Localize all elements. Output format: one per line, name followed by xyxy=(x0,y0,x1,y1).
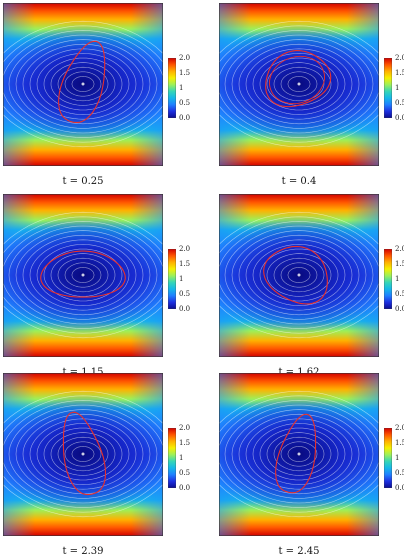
colorbar-tick-label: 1 xyxy=(395,275,400,283)
colorbar xyxy=(168,428,176,488)
colorbar xyxy=(384,58,392,118)
colorbar xyxy=(168,249,176,309)
time-caption: t = 2.45 xyxy=(278,546,320,557)
interface-contour xyxy=(275,413,317,494)
colorbar xyxy=(384,249,392,309)
colorbar-tick-label: 1 xyxy=(179,84,184,92)
colorbar-tick-label: 1.5 xyxy=(179,69,191,77)
interface-contour xyxy=(263,245,328,305)
time-caption: t = 2.39 xyxy=(62,546,104,557)
time-caption: t = 0.25 xyxy=(62,176,104,187)
time-caption: t = 1.62 xyxy=(278,367,320,378)
colorbar-tick-label: 1 xyxy=(179,454,184,462)
colorbar-tick-label: 1 xyxy=(395,454,400,462)
colorbar-tick-label: 0.0 xyxy=(179,484,191,492)
colorbar-tick-label: 0.0 xyxy=(395,484,404,492)
interface-contour xyxy=(58,40,106,124)
interface-contour xyxy=(40,250,126,298)
colorbar-tick-label: 2.0 xyxy=(179,245,191,253)
colorbar-tick-label: 0.5 xyxy=(179,290,191,298)
colorbar-tick-label: 0.5 xyxy=(179,99,191,107)
colorbar-tick-label: 1.5 xyxy=(395,439,404,447)
colorbar-tick-label: 1 xyxy=(395,84,400,92)
colorbar-tick-label: 0.5 xyxy=(395,469,404,477)
colorbar-tick-label: 0.5 xyxy=(179,469,191,477)
colorbar-tick-label: 2.0 xyxy=(179,54,191,62)
colorbar-tick-label: 0.5 xyxy=(395,99,404,107)
colorbar-tick-label: 1.5 xyxy=(179,439,191,447)
colorbar xyxy=(168,58,176,118)
heatmap-plot xyxy=(219,373,379,536)
colorbar-tick-label: 2.0 xyxy=(179,424,191,432)
colorbar-tick-label: 1.5 xyxy=(395,260,404,268)
heatmap-plot xyxy=(219,194,379,357)
colorbar-tick-label: 2.0 xyxy=(395,54,404,62)
interface-contour xyxy=(265,50,332,108)
colorbar-tick-label: 0.5 xyxy=(395,290,404,298)
colorbar-tick-label: 1 xyxy=(179,275,184,283)
interface-contour xyxy=(62,411,107,496)
colorbar-tick-label: 0.0 xyxy=(395,114,404,122)
colorbar-tick-label: 1.5 xyxy=(179,260,191,268)
heatmap-plot xyxy=(3,373,163,536)
colorbar-tick-label: 2.0 xyxy=(395,424,404,432)
time-caption: t = 1.15 xyxy=(62,367,104,378)
colorbar xyxy=(384,428,392,488)
colorbar-tick-label: 0.0 xyxy=(395,305,404,313)
heatmap-plot xyxy=(219,3,379,166)
heatmap-plot xyxy=(3,194,163,357)
colorbar-tick-label: 1.5 xyxy=(395,69,404,77)
time-caption: t = 0.4 xyxy=(281,176,317,187)
colorbar-tick-label: 0.0 xyxy=(179,305,191,313)
heatmap-plot xyxy=(3,3,163,166)
colorbar-tick-label: 0.0 xyxy=(179,114,191,122)
colorbar-tick-label: 2.0 xyxy=(395,245,404,253)
